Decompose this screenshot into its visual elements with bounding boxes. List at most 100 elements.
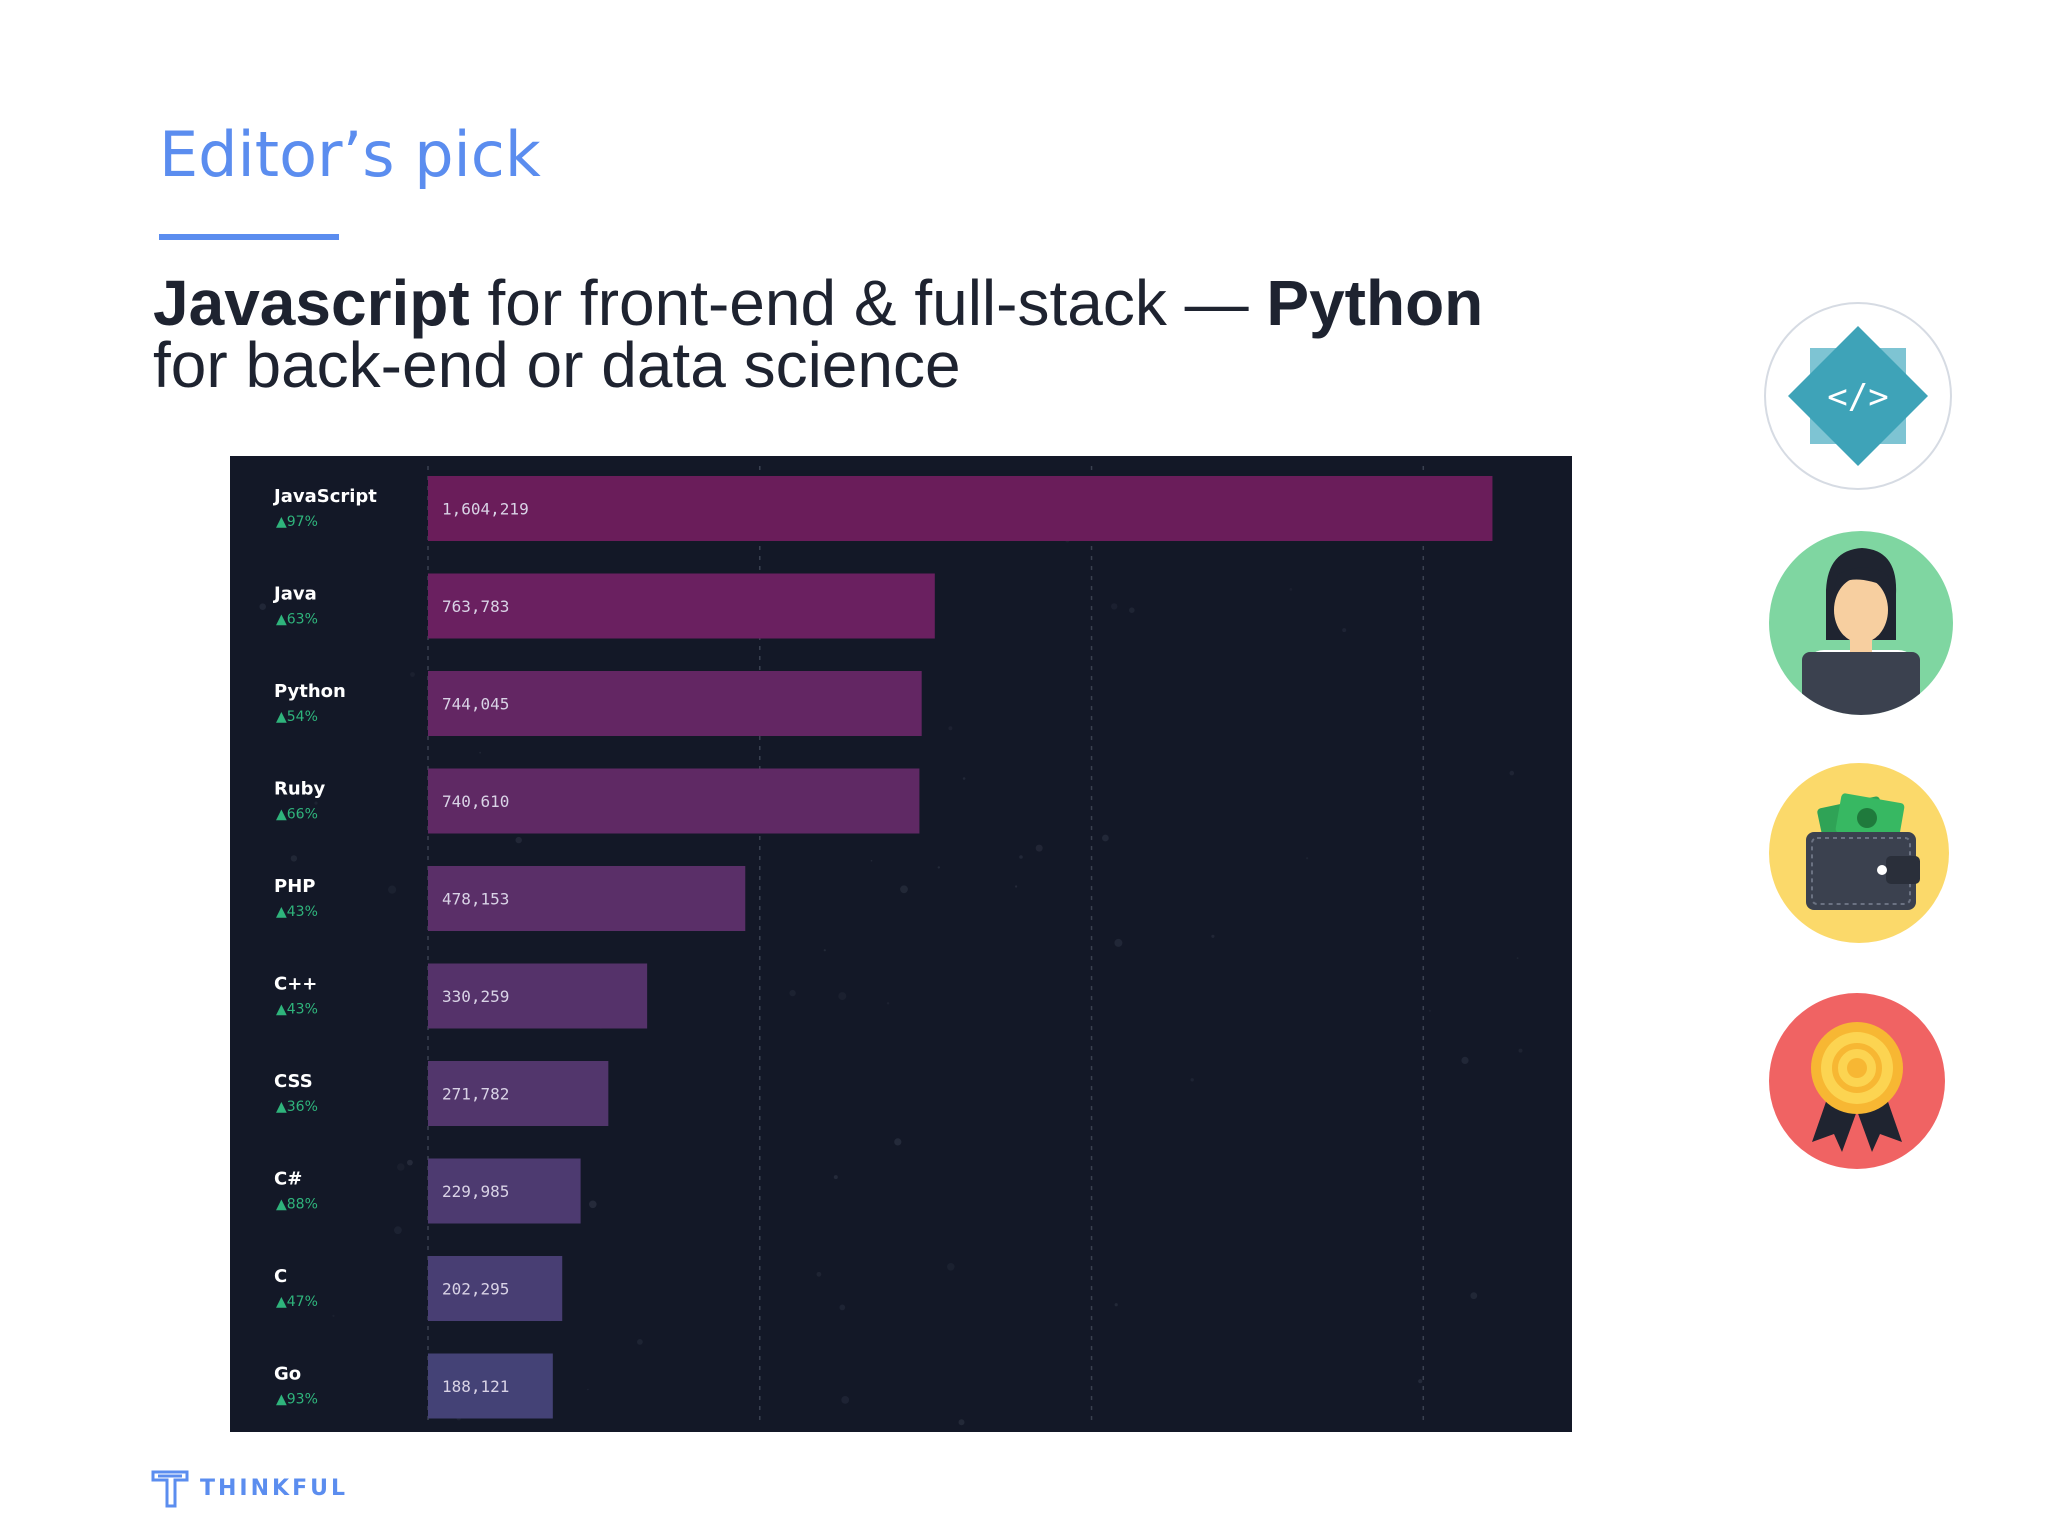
bar-value-label: 229,985 bbox=[442, 1182, 509, 1201]
category-label: C++ bbox=[274, 974, 317, 995]
star-dot bbox=[290, 855, 298, 862]
star-dot bbox=[394, 1226, 402, 1235]
star-dot bbox=[1114, 1303, 1118, 1307]
star-dot bbox=[314, 801, 318, 805]
bar-value-label: 188,121 bbox=[442, 1377, 509, 1396]
star-dot bbox=[259, 603, 266, 610]
star-dot bbox=[1129, 607, 1135, 613]
star-dot bbox=[397, 1163, 405, 1171]
bar bbox=[428, 768, 920, 834]
bar-value-label: 1,604,219 bbox=[442, 500, 529, 519]
bar-value-label: 478,153 bbox=[442, 890, 509, 909]
bar bbox=[428, 671, 922, 736]
star-dot bbox=[479, 751, 481, 754]
growth-label: ▲88% bbox=[276, 1197, 318, 1213]
star-dot bbox=[332, 1314, 335, 1317]
category-label: Java bbox=[272, 584, 317, 605]
bar-value-label: 744,045 bbox=[442, 695, 509, 714]
bar bbox=[428, 476, 1493, 541]
star-dot bbox=[1190, 1078, 1194, 1082]
star-dot bbox=[1516, 957, 1519, 959]
brand-name: THINKFUL bbox=[200, 1475, 348, 1501]
brand-logo: THINKFUL bbox=[150, 1466, 348, 1510]
category-label: C bbox=[274, 1266, 287, 1287]
bar bbox=[428, 1061, 609, 1126]
star-dot bbox=[947, 1263, 955, 1271]
developer-icon bbox=[1769, 531, 1953, 715]
star-dot bbox=[637, 1339, 643, 1345]
bar bbox=[428, 866, 746, 931]
star-dot bbox=[1019, 855, 1023, 859]
growth-label: ▲36% bbox=[276, 1099, 318, 1115]
growth-label: ▲93% bbox=[276, 1392, 318, 1408]
chart-bars: 1,604,219 JavaScript ▲97% 763,783 Java ▲63% 74… bbox=[272, 476, 1493, 1419]
star-dot bbox=[1211, 934, 1215, 938]
growth-label: ▲54% bbox=[276, 709, 318, 725]
star-dot bbox=[515, 836, 522, 844]
bar-value-label: 330,259 bbox=[442, 987, 509, 1006]
headline-lang-1: Javascript bbox=[153, 267, 470, 339]
category-label: PHP bbox=[274, 876, 315, 897]
star-dot bbox=[410, 672, 415, 677]
star-dot bbox=[1114, 938, 1123, 947]
star-dot bbox=[823, 949, 826, 952]
bar-value-label: 202,295 bbox=[442, 1280, 509, 1299]
star-dot bbox=[948, 726, 953, 731]
title-underline bbox=[159, 234, 339, 240]
star-dot bbox=[388, 885, 397, 894]
star-dot bbox=[587, 1388, 589, 1391]
growth-label: ▲66% bbox=[276, 807, 318, 823]
star-dot bbox=[958, 1419, 965, 1426]
bar bbox=[428, 1353, 553, 1419]
star-dot bbox=[962, 777, 966, 780]
bar-value-label: 271,782 bbox=[442, 1085, 509, 1104]
star-dot bbox=[297, 813, 302, 819]
award-icon bbox=[1769, 993, 1945, 1169]
category-label: C# bbox=[274, 1169, 302, 1190]
thinkful-logo-icon bbox=[151, 1470, 189, 1508]
bar bbox=[428, 1256, 563, 1321]
star-dot bbox=[1428, 1009, 1431, 1012]
star-dot bbox=[841, 1396, 850, 1404]
bar bbox=[428, 963, 648, 1029]
star-dot bbox=[1102, 834, 1109, 842]
growth-label: ▲43% bbox=[276, 904, 318, 920]
languages-bar-chart: 1,604,219 JavaScript ▲97% 763,783 Java ▲63% 74… bbox=[230, 456, 1572, 1432]
star-dot bbox=[1518, 1048, 1523, 1053]
bar bbox=[428, 573, 935, 639]
star-dot bbox=[886, 1002, 890, 1005]
star-dot bbox=[894, 1138, 902, 1146]
category-label: Ruby bbox=[274, 779, 326, 800]
star-dot bbox=[816, 1271, 822, 1277]
headline: Javascript for front-end & full-stack — … bbox=[153, 271, 1553, 397]
star-dot bbox=[838, 992, 847, 1001]
star-dot bbox=[789, 989, 796, 997]
category-label: JavaScript bbox=[272, 486, 377, 507]
category-label: Go bbox=[274, 1364, 301, 1385]
svg-text:</>: </> bbox=[1827, 377, 1888, 417]
growth-label: ▲43% bbox=[276, 1002, 318, 1018]
star-dot bbox=[937, 866, 940, 869]
star-dot bbox=[1470, 1292, 1478, 1300]
star-dot bbox=[589, 1200, 597, 1209]
star-dot bbox=[1289, 588, 1293, 591]
bar-value-label: 740,610 bbox=[442, 792, 509, 811]
headline-text-2: for back-end or data science bbox=[153, 329, 961, 401]
headline-text-1: for front-end & full-stack — bbox=[469, 267, 1267, 339]
slide-title: Editor’s pick bbox=[159, 118, 541, 191]
wallet-icon bbox=[1769, 763, 1949, 943]
bar bbox=[428, 1158, 581, 1224]
bar-value-label: 763,783 bbox=[442, 597, 509, 616]
star-dot bbox=[900, 885, 908, 894]
star-dot bbox=[1015, 885, 1018, 888]
star-dot bbox=[1418, 1379, 1423, 1384]
star-dot bbox=[870, 859, 873, 862]
star-dot bbox=[1342, 628, 1347, 633]
star-dot bbox=[1035, 844, 1043, 852]
star-dot bbox=[839, 1304, 846, 1311]
growth-label: ▲63% bbox=[276, 612, 318, 628]
code-icon: </> bbox=[1764, 302, 1952, 490]
headline-lang-2: Python bbox=[1266, 267, 1484, 339]
star-dot bbox=[1509, 770, 1515, 776]
category-label: Python bbox=[274, 681, 346, 702]
